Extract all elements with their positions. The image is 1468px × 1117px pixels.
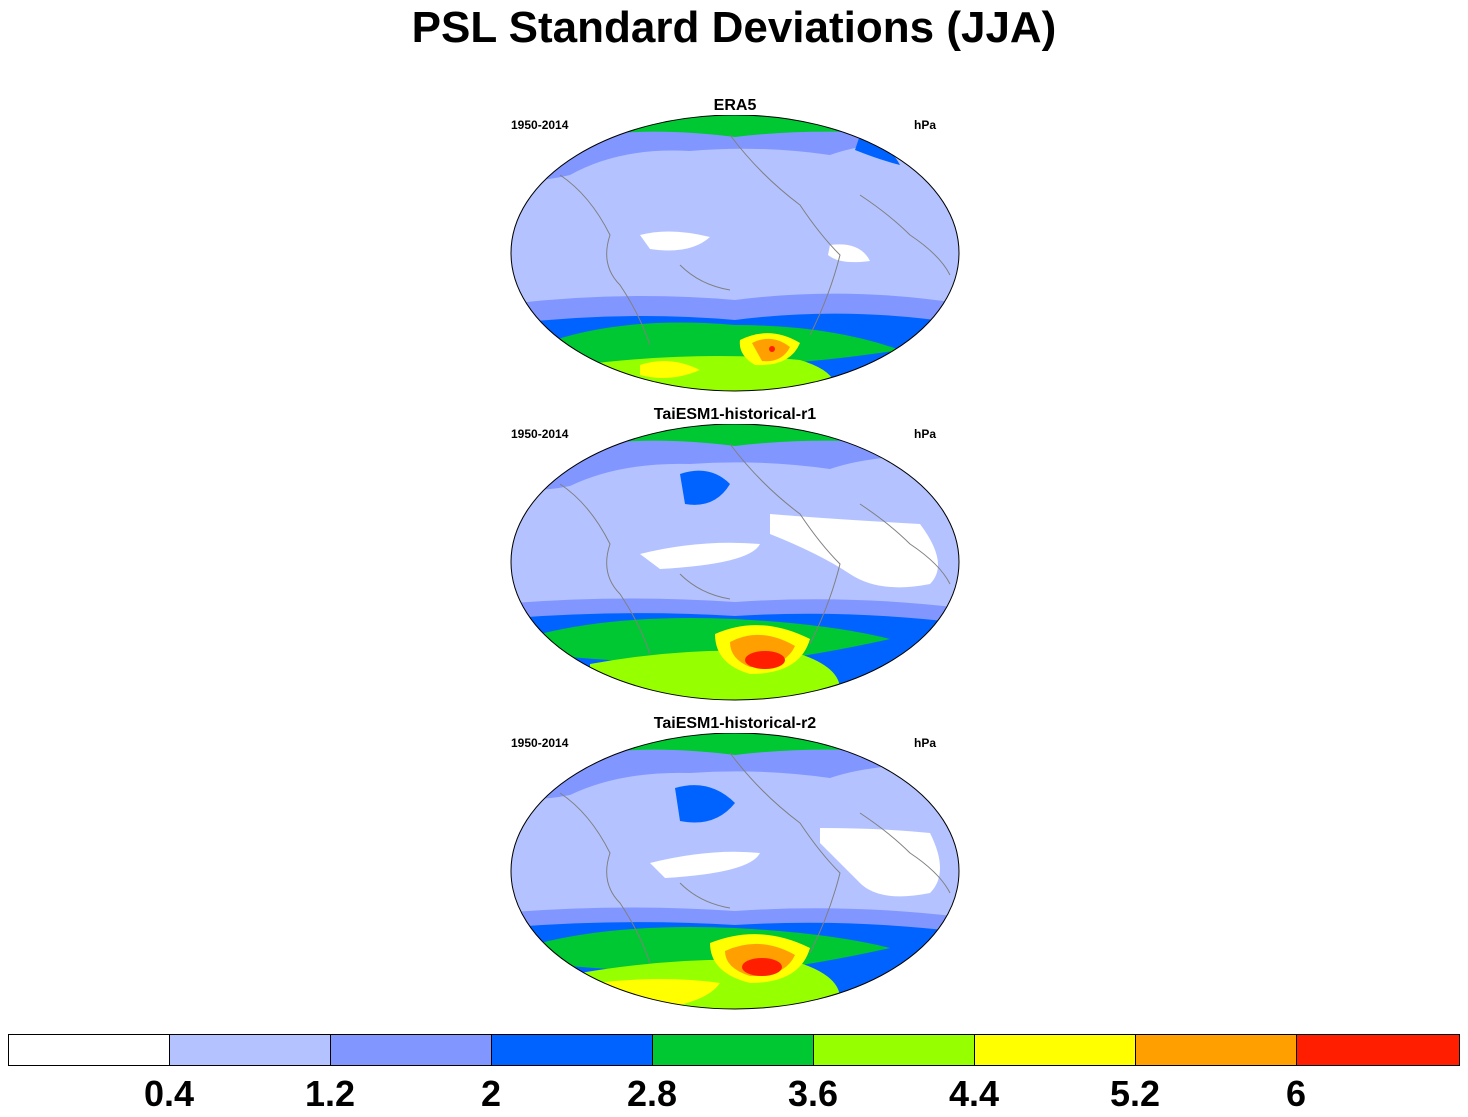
colorbar-label: 4.4 (948, 1073, 1000, 1114)
map-panel-era5: ERA5 1950-2014 hPa (500, 97, 970, 405)
panel-title: TaiESM1-historical-r1 (653, 406, 817, 423)
panel-period: 1950-2014 (511, 427, 569, 441)
colorbar-label: 2 (480, 1073, 502, 1114)
map-panel-taiesm1-r2: TaiESM1-historical-r2 1950-2014 hPa (500, 715, 970, 1023)
colorbar (8, 1034, 1460, 1068)
map-taiesm1-r1 (510, 424, 960, 701)
colorbar-box-6 (974, 1034, 1136, 1066)
panel-title: ERA5 (713, 97, 757, 114)
panel-title: TaiESM1-historical-r2 (653, 715, 817, 732)
colorbar-box-0 (8, 1034, 170, 1066)
colorbar-box-5 (813, 1034, 975, 1066)
colorbar-box-8 (1296, 1034, 1460, 1066)
colorbar-box-3 (491, 1034, 653, 1066)
panel-period: 1950-2014 (511, 736, 569, 750)
colorbar-box-4 (652, 1034, 814, 1066)
colorbar-box-7 (1135, 1034, 1297, 1066)
colorbar-label: 3.6 (787, 1073, 839, 1114)
colorbar-box-2 (330, 1034, 492, 1066)
panel-period: 1950-2014 (511, 118, 569, 132)
colorbar-box-1 (169, 1034, 331, 1066)
colorbar-label: 6 (1285, 1073, 1307, 1114)
map-taiesm1-r2 (510, 733, 960, 1010)
colorbar-label: 0.4 (143, 1073, 195, 1114)
panel-units: hPa (914, 118, 937, 132)
panel-units: hPa (914, 736, 937, 750)
colorbar-label: 1.2 (304, 1073, 356, 1114)
panel-units: hPa (914, 427, 937, 441)
colorbar-label: 5.2 (1109, 1073, 1161, 1114)
colorbar-label: 2.8 (626, 1073, 678, 1114)
map-panel-taiesm1-r1: TaiESM1-historical-r1 1950-2014 hPa (500, 406, 970, 714)
map-era5 (510, 115, 960, 392)
main-title: PSL Standard Deviations (JJA) (411, 3, 1057, 52)
